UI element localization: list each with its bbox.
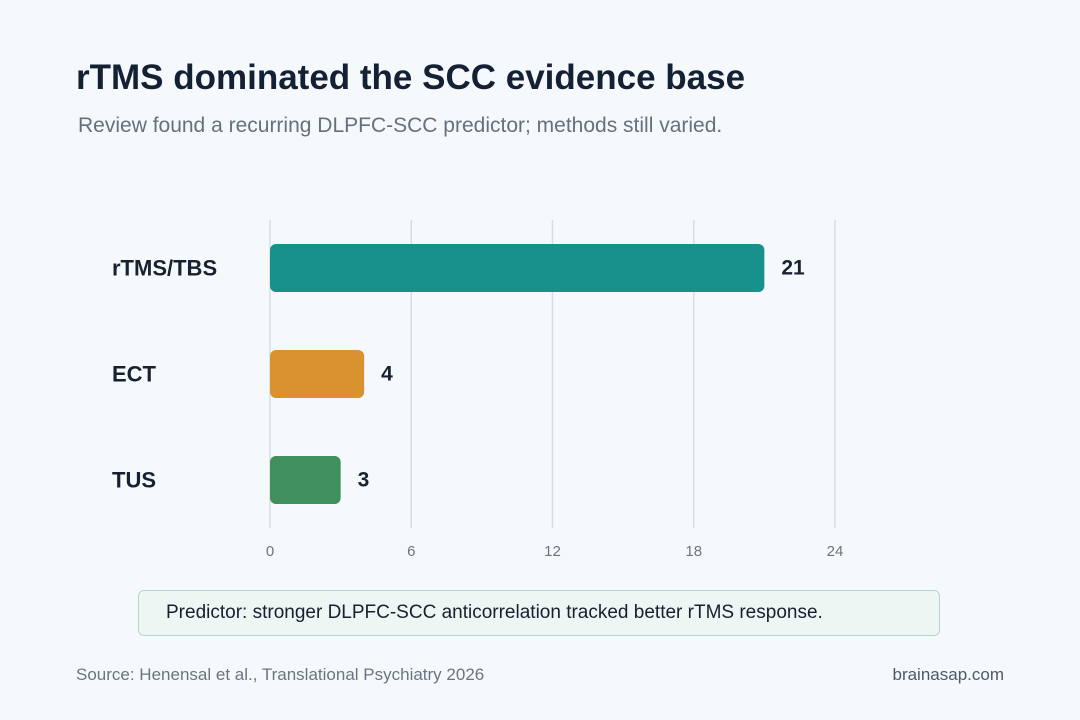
bar-ect	[270, 350, 365, 398]
x-tick-label: 18	[685, 543, 702, 560]
bar-rtms-tbs	[270, 244, 765, 292]
category-label: ECT	[112, 362, 157, 387]
source-note: Source: Henensal et al., Translational P…	[76, 665, 485, 684]
value-label: 4	[381, 363, 393, 386]
callout-text: Predictor: stronger DLPFC-SCC anticorrel…	[166, 602, 823, 623]
chart-title: rTMS dominated the SCC evidence base	[76, 58, 746, 97]
x-tick-label: 6	[407, 543, 415, 560]
chart-subtitle: Review found a recurring DLPFC-SCC predi…	[78, 114, 723, 137]
category-label: TUS	[112, 468, 156, 493]
x-tick-label: 12	[544, 543, 561, 560]
bar-tus	[270, 456, 341, 504]
value-label: 3	[358, 469, 370, 492]
x-axis-ticks: 0 6 12 18 24	[266, 543, 844, 560]
predictor-callout: Predictor: stronger DLPFC-SCC anticorrel…	[138, 590, 940, 636]
x-tick-label: 24	[827, 543, 844, 560]
brand-link[interactable]: brainasap.com	[892, 665, 1004, 684]
value-label: 21	[781, 257, 805, 280]
category-label: rTMS/TBS	[112, 256, 217, 281]
labels: rTMS/TBS 21 ECT 4 TUS 3	[112, 256, 805, 493]
x-tick-label: 0	[266, 543, 274, 560]
bar-chart: rTMS/TBS 21 ECT 4 TUS 3 0 6 12 18 24	[112, 220, 844, 560]
bars	[270, 244, 765, 504]
